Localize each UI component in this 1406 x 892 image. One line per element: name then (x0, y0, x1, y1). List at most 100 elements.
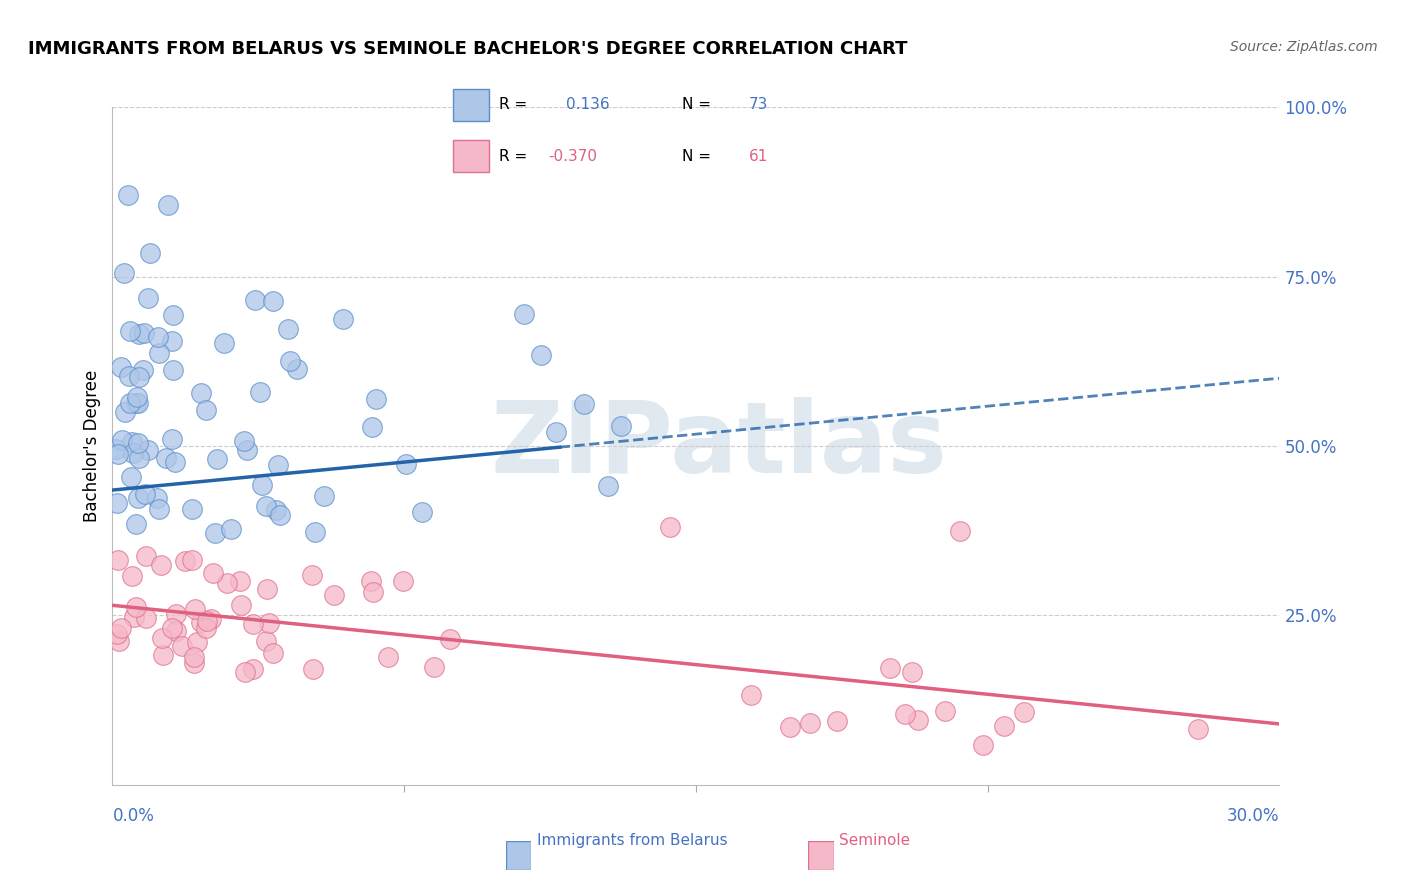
Point (1012, 706, 1035, 720)
Point (165, 607, 187, 621)
Point (439, 632, 461, 647)
Point (160, 622, 183, 636)
Point (422, 660, 444, 674)
Point (163, 455, 186, 469)
Point (242, 662, 264, 676)
Point (162, 433, 184, 447)
Point (740, 688, 762, 702)
Point (162, 363, 184, 377)
Point (900, 665, 922, 679)
Point (160, 334, 183, 348)
Point (972, 738, 994, 752)
Point (242, 616, 264, 631)
Point (219, 521, 242, 535)
Point (181, 553, 204, 567)
Point (155, 451, 177, 466)
Point (152, 648, 174, 662)
Point (174, 553, 197, 567)
Point (232, 434, 254, 448)
Point (262, 646, 284, 660)
Point (150, 632, 173, 646)
Text: N =: N = (682, 149, 711, 163)
Point (907, 713, 929, 727)
Point (799, 715, 821, 730)
Bar (453, 88, 489, 120)
Point (544, 425, 567, 440)
Point (125, 395, 148, 409)
Point (127, 396, 149, 410)
Point (170, 640, 193, 654)
Point (257, 615, 280, 630)
Point (150, 558, 173, 572)
Point (184, 602, 207, 616)
Point (304, 525, 326, 540)
Point (183, 650, 205, 665)
Point (127, 390, 149, 404)
Point (127, 491, 149, 505)
Point (134, 326, 156, 341)
Point (186, 635, 208, 649)
Point (195, 614, 218, 628)
Text: 61: 61 (748, 149, 768, 163)
Point (105, 627, 128, 641)
Text: 30.0%: 30.0% (1227, 807, 1279, 825)
Point (256, 582, 278, 596)
Point (360, 420, 382, 434)
Point (125, 600, 148, 615)
Point (269, 508, 291, 523)
Text: N =: N = (682, 97, 711, 112)
Text: -0.370: -0.370 (548, 149, 598, 163)
Point (267, 458, 290, 472)
Point (122, 445, 145, 459)
Point (779, 720, 801, 734)
Text: 73: 73 (748, 97, 768, 112)
Point (122, 610, 145, 624)
Point (162, 308, 184, 322)
Point (993, 719, 1015, 733)
Point (125, 516, 148, 531)
Point (262, 293, 284, 308)
Point (278, 353, 301, 368)
Point (121, 434, 143, 449)
Point (165, 624, 187, 639)
Point (107, 553, 129, 567)
Point (513, 307, 536, 321)
Point (212, 335, 235, 350)
Point (215, 576, 238, 591)
Point (250, 478, 273, 492)
Point (596, 478, 619, 492)
Text: Immigrants from Belarus: Immigrants from Belarus (537, 833, 728, 847)
Point (395, 457, 418, 471)
Point (128, 370, 150, 384)
Point (128, 327, 150, 342)
Point (825, 714, 848, 729)
Point (285, 362, 308, 376)
Point (301, 568, 323, 582)
Point (146, 330, 169, 344)
Point (610, 418, 633, 433)
Point (233, 665, 256, 680)
Bar (453, 140, 489, 172)
Point (659, 520, 682, 534)
Point (202, 566, 225, 580)
Point (332, 312, 354, 326)
Point (118, 368, 141, 383)
Point (302, 662, 325, 676)
Point (136, 291, 159, 305)
Point (118, 325, 141, 339)
Point (134, 486, 156, 500)
Point (277, 321, 299, 335)
Point (183, 656, 205, 670)
Point (934, 704, 956, 718)
Point (195, 621, 218, 635)
Point (229, 598, 252, 612)
Point (229, 574, 252, 588)
Point (392, 574, 415, 589)
Point (148, 346, 170, 360)
Point (530, 348, 553, 362)
Point (135, 610, 157, 624)
Point (200, 612, 222, 626)
Point (894, 706, 917, 721)
Point (879, 660, 901, 674)
Point (132, 363, 155, 377)
